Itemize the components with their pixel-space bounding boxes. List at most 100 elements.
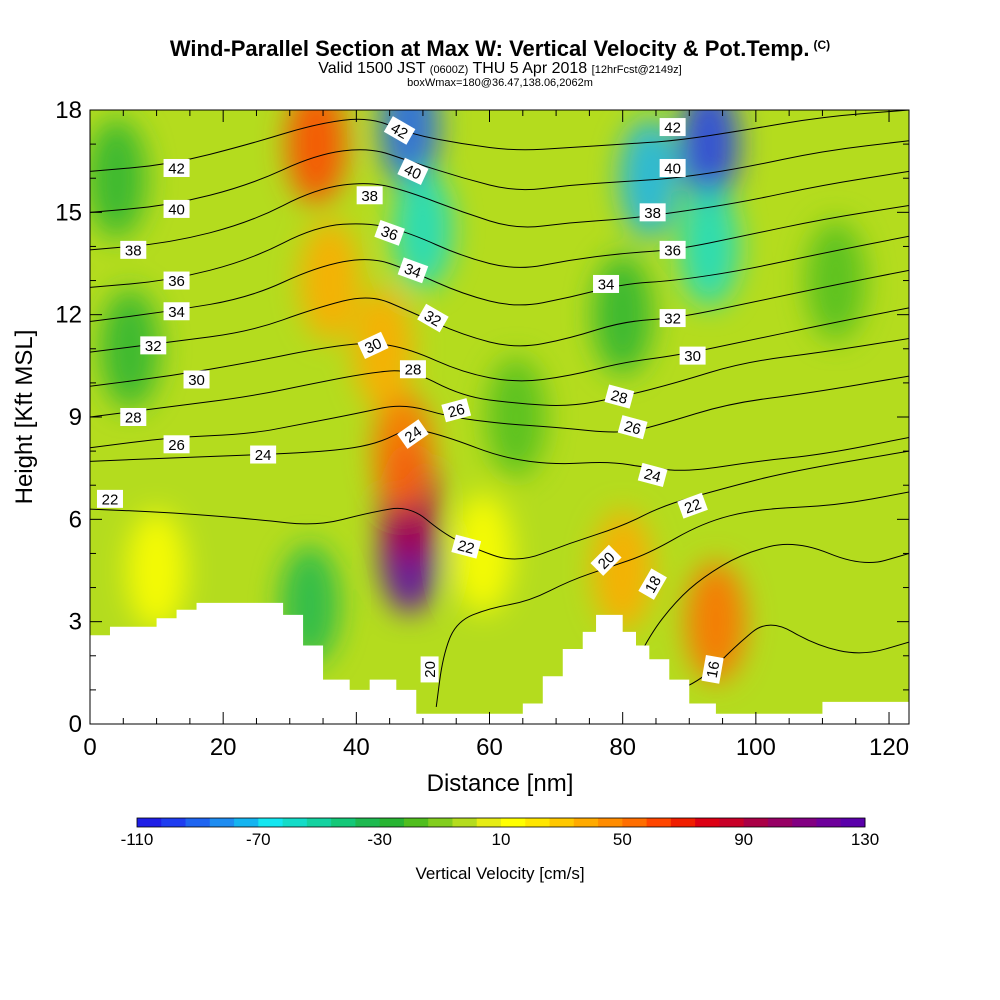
x-tick-label: 60: [476, 734, 503, 761]
contour-label-40: 40: [397, 157, 429, 186]
velocity-feature-14: [592, 254, 653, 375]
contour-label-42: 42: [383, 116, 416, 145]
contour-label-34: 34: [163, 302, 190, 321]
velocity-feature-19: [486, 357, 547, 477]
contour-label-text: 26: [446, 401, 467, 422]
contour-label-text: 42: [168, 160, 185, 177]
x-tick-label: 0: [83, 734, 96, 761]
y-tick-label: 15: [55, 199, 82, 226]
contour-label-36: 36: [659, 240, 686, 259]
contour-label-text: 32: [421, 307, 444, 330]
contour-label-text: 24: [402, 423, 425, 446]
y-tick-label: 18: [55, 97, 82, 124]
colorbar-swatch: [161, 818, 187, 827]
isentrope-40: [90, 140, 909, 213]
colorbar-tick-label: 10: [492, 830, 511, 849]
colorbar-swatch: [185, 818, 211, 827]
contour-label-text: 26: [622, 418, 643, 439]
x-tick-label: 120: [869, 734, 909, 761]
colorbar-swatch: [719, 818, 745, 827]
contour-label-text: 38: [644, 205, 661, 222]
contour-label-32: 32: [659, 309, 686, 328]
contour-label-text: 26: [168, 437, 185, 454]
colorbar-swatch: [743, 818, 769, 827]
contour-label-42: 42: [163, 158, 190, 177]
contour-label-24: 24: [250, 445, 277, 464]
colorbar-swatch: [282, 818, 308, 827]
velocity-feature-18: [805, 220, 866, 341]
contour-label-16: 16: [701, 655, 724, 684]
contour-label-text: 32: [664, 311, 681, 328]
colorbar-swatch: [816, 818, 842, 827]
colorbar-tick-label: 50: [613, 830, 632, 849]
colorbar-swatch: [598, 818, 623, 827]
colorbar-swatch: [331, 818, 356, 827]
contour-label-32: 32: [140, 336, 167, 355]
contour-label-text: 40: [664, 160, 681, 177]
valid-utc: (0600Z): [429, 64, 469, 76]
velocity-feature-11: [679, 110, 740, 205]
y-tick-label: 3: [69, 609, 82, 636]
contour-label-text: 42: [388, 120, 411, 143]
box-info: boxWmax=180@36.47,138.06,2062m: [407, 77, 593, 89]
isentrope-42: [90, 110, 909, 172]
x-tick-label: 80: [609, 734, 636, 761]
velocity-feature-13: [679, 186, 740, 307]
isentrope-lines: [90, 110, 909, 708]
isentrope-20: [435, 491, 909, 708]
contour-label-text: 38: [125, 242, 142, 259]
velocity-feature-4: [299, 220, 360, 341]
contour-label-text: 40: [401, 161, 423, 183]
contour-label-text: 22: [682, 496, 703, 518]
isentrope-30: [90, 307, 909, 387]
colorbar-swatch: [573, 818, 599, 827]
contour-label-text: 34: [168, 304, 185, 321]
contour-label-22: 22: [96, 489, 123, 508]
contour-label-text: 38: [361, 188, 378, 205]
x-tick-label: 100: [736, 734, 776, 761]
colorbar-swatch: [840, 818, 866, 827]
colorbar-swatch: [476, 818, 502, 827]
chart-title: Wind-Parallel Section at Max W: Vertical…: [0, 36, 1000, 62]
contour-label-text: 28: [609, 387, 630, 408]
colorbar-swatch: [670, 818, 696, 827]
colorbar-swatch: [137, 818, 162, 827]
colorbar-tick-label: -30: [367, 830, 392, 849]
isentrope-32: [90, 269, 909, 353]
contour-label-text: 40: [168, 201, 185, 218]
colorbar-tick-label: 130: [851, 830, 879, 849]
contour-label-text: 34: [598, 276, 615, 293]
colorbar-swatch: [355, 818, 381, 827]
colorbar-swatch: [234, 818, 259, 827]
contour-label-text: 36: [379, 223, 400, 245]
colorbar-swatch: [379, 818, 405, 827]
isentrope-38: [90, 170, 909, 251]
contour-label-24: 24: [397, 419, 429, 449]
forecast-info: [12hrFcst@2149z]: [591, 64, 682, 76]
colorbar-swatch: [622, 818, 648, 827]
contour-label-20: 20: [420, 656, 439, 683]
contour-label-30: 30: [357, 331, 389, 360]
contour-label-text: 42: [664, 120, 681, 137]
colorbar-swatch: [646, 818, 672, 827]
colorbar: -110 -70 -30 10 50 90 130: [121, 817, 879, 849]
contour-label-22: 22: [451, 534, 482, 559]
contour-label-20: 20: [590, 544, 622, 576]
contour-label-34: 34: [593, 274, 620, 293]
contour-label-text: 30: [684, 348, 701, 365]
colorbar-swatch: [428, 818, 453, 827]
contour-label-40: 40: [659, 158, 686, 177]
colorbar-tick-label: 90: [734, 830, 753, 849]
contour-label-text: 32: [145, 338, 162, 355]
contour-label-26: 26: [617, 415, 648, 440]
velocity-feature-7: [592, 510, 653, 631]
colorbar-swatch: [209, 818, 235, 827]
contour-label-text: 20: [422, 661, 439, 678]
contour-label-34: 34: [397, 257, 429, 284]
isentrope-36: [90, 205, 909, 288]
title-tag: (C): [813, 38, 831, 52]
contour-label-text: 22: [102, 491, 119, 508]
colorbar-swatch: [767, 818, 793, 827]
colorbar-tick-label: -110: [121, 830, 154, 849]
contour-label-text: 36: [168, 273, 185, 290]
